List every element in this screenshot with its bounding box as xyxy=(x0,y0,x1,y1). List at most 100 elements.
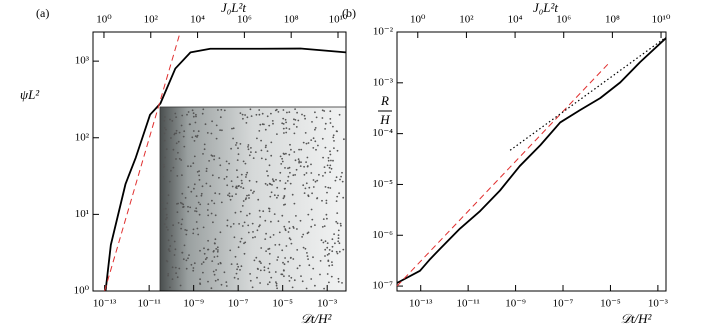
inset-dot xyxy=(307,213,310,216)
inset-dot xyxy=(260,262,262,264)
inset-dot xyxy=(296,111,298,114)
inset-dot xyxy=(266,170,268,173)
inset-dot xyxy=(326,273,329,275)
inset-dot xyxy=(264,238,267,241)
inset-dot xyxy=(244,198,247,201)
inset-dot xyxy=(291,286,294,289)
inset-dot xyxy=(245,176,247,178)
inset-dot xyxy=(211,120,214,123)
inset-dot xyxy=(217,263,220,265)
inset-dot xyxy=(293,202,296,205)
inset-dot xyxy=(207,203,210,206)
inset-dot xyxy=(213,158,216,161)
inset-dot xyxy=(190,263,193,266)
inset-dot xyxy=(227,194,229,197)
inset-dot xyxy=(195,210,198,213)
inset-dot xyxy=(187,165,189,168)
inset-dot xyxy=(194,210,196,212)
inset-dot xyxy=(335,220,338,223)
inset-dot xyxy=(321,226,324,228)
inset-dot xyxy=(241,205,244,207)
inset-dot xyxy=(326,191,328,194)
inset-background xyxy=(159,106,347,292)
inset-dot xyxy=(223,178,226,180)
inset-dot xyxy=(165,213,168,216)
inset-dot xyxy=(272,122,274,125)
inset-dot xyxy=(326,246,329,249)
inset-dot xyxy=(175,142,178,145)
inset-dot xyxy=(181,218,184,221)
inset-dot xyxy=(248,194,250,197)
inset-dot xyxy=(229,198,232,201)
inset-dot xyxy=(256,229,259,232)
inset-dot xyxy=(212,270,215,273)
inset-dot xyxy=(201,185,204,188)
inset-dot xyxy=(182,203,185,206)
inset-dot xyxy=(230,147,233,150)
inset-dot xyxy=(288,153,291,156)
inset-dot xyxy=(228,195,231,198)
inset-dot xyxy=(328,252,330,255)
inset-dot xyxy=(281,157,283,160)
inset-dot xyxy=(343,138,345,141)
inset-dot xyxy=(325,199,328,202)
inset-dot xyxy=(310,163,312,166)
inset-dot xyxy=(175,132,178,135)
y-tick-label: 10⁻⁷ xyxy=(372,280,393,292)
inset-dot xyxy=(327,157,330,159)
inset-dot xyxy=(322,156,324,159)
inset-dot xyxy=(268,247,271,250)
inset-dot xyxy=(250,115,253,117)
inset-dot xyxy=(194,135,197,138)
inset-dot xyxy=(192,228,195,231)
inset-dot xyxy=(207,248,210,251)
inset-dot xyxy=(199,249,201,252)
inset-dot xyxy=(283,225,286,228)
inset-dot xyxy=(267,267,270,270)
inset-dot xyxy=(268,164,271,167)
inset-dot xyxy=(215,248,218,250)
inset-dot xyxy=(204,123,207,126)
inset-dot xyxy=(250,151,252,154)
inset-dot xyxy=(247,144,250,146)
inset-dot xyxy=(194,121,197,124)
inset-dot xyxy=(202,108,205,111)
inset-dot xyxy=(176,203,178,205)
inset-dot xyxy=(299,219,302,222)
inset-dot xyxy=(241,113,244,116)
inset-dot xyxy=(236,263,239,265)
inset-dot xyxy=(310,172,313,174)
inset-dot xyxy=(171,266,174,269)
inset-dot xyxy=(253,259,256,262)
inset-dot xyxy=(331,261,333,263)
inset-dot xyxy=(237,265,240,268)
inset-dot xyxy=(329,118,332,120)
inset-dot xyxy=(312,147,315,149)
inset-dot xyxy=(284,167,286,169)
x-tick-label: 10⁻³ xyxy=(317,298,338,310)
inset-dot xyxy=(163,139,166,142)
inset-dot xyxy=(273,213,276,216)
inset-dot xyxy=(236,268,239,271)
inset-dot xyxy=(304,187,307,190)
inset-dot xyxy=(239,240,242,243)
inset-dot xyxy=(196,227,199,230)
inset-dot xyxy=(322,175,324,177)
inset-dot xyxy=(219,261,222,264)
inset-dot xyxy=(210,287,213,290)
inset-dot xyxy=(284,257,286,259)
inset-dot xyxy=(332,125,334,128)
inset-dot xyxy=(283,195,286,197)
inset-dot xyxy=(303,114,306,117)
inset-dot xyxy=(185,233,188,236)
inset-dot xyxy=(310,139,313,142)
inset-dot xyxy=(337,237,340,240)
y-axis-label: ψL² xyxy=(20,87,40,102)
inset-dot xyxy=(287,167,289,170)
inset-dot xyxy=(333,147,335,150)
inset-dot xyxy=(210,154,213,157)
x2-tick-label: 10⁸ xyxy=(605,14,620,26)
inset-dot xyxy=(193,155,196,158)
inset-dot xyxy=(289,171,291,174)
inset-dot xyxy=(184,197,187,199)
